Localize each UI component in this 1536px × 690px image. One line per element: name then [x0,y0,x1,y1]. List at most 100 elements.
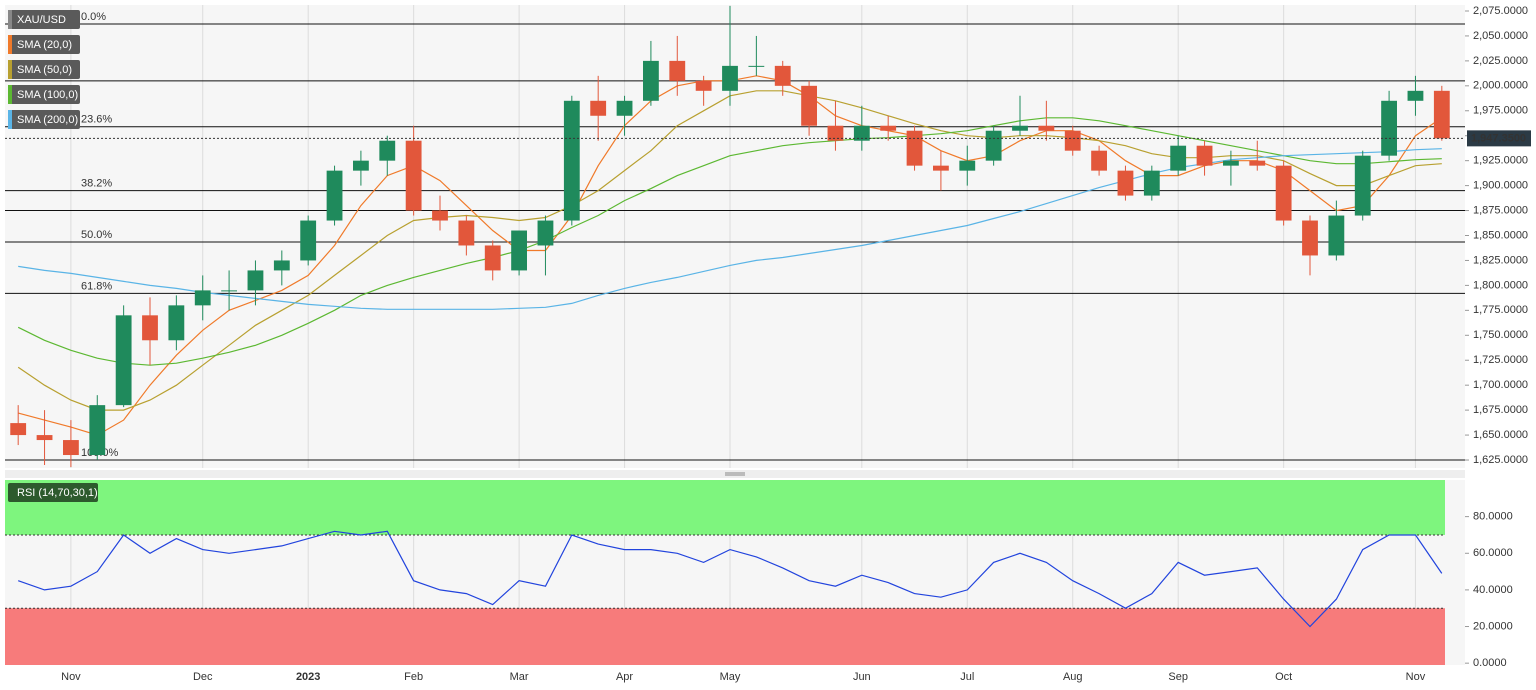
candle-body [853,125,870,141]
candle-body [722,65,738,91]
x-tick-label: Nov [1406,671,1426,683]
y-tick-label: 1,750.0000 [1473,329,1528,341]
candle-body [1354,155,1371,216]
y-tick-label: 0.0000 [1473,657,1507,669]
candle-body [933,165,949,171]
legend-box [8,35,80,54]
y-tick-label: 60.0000 [1473,547,1513,559]
legend-label: SMA (50,0) [17,64,72,76]
candle-body [985,130,1002,161]
legend-swatch [8,10,12,29]
candle-body [115,315,132,406]
y-tick-label: 2,000.0000 [1473,80,1528,92]
candle-body [537,220,554,246]
candle-body [326,170,343,221]
candle-body [432,210,448,221]
y-tick-label: 1,975.0000 [1473,105,1528,117]
x-tick-label: Feb [404,671,423,683]
x-tick-label: May [720,671,741,683]
candle-body [273,260,290,271]
candle-body [1381,100,1397,156]
legend-box [8,110,80,129]
candle-body [458,220,475,246]
candle-body [748,65,765,67]
y-tick-label: 1,850.0000 [1473,229,1528,241]
legend-box [8,85,80,104]
x-tick-label: Jul [960,671,974,683]
fib-label: 0.0% [81,11,106,23]
oversold-zone [5,608,1445,665]
candle-body [247,270,264,291]
candle-body [801,85,817,126]
candle-body [379,140,396,161]
candle-body [1196,145,1213,166]
rsi-line [18,530,1443,628]
y-tick-label: 20.0000 [1473,620,1513,632]
candle-body [959,160,976,171]
candle-body [1117,170,1134,196]
rsi-legend-box [8,483,98,502]
candle-body [906,130,923,166]
candle-body [1407,90,1424,101]
candle-body [1170,145,1187,171]
legend-label: XAU/USD [17,14,66,26]
candle-body [89,405,106,456]
candle-body [221,290,237,292]
y-tick-label: 1,800.0000 [1473,279,1528,291]
fib-label: 50.0% [81,229,112,241]
legend-swatch [8,85,12,104]
y-tick-label: 80.0000 [1473,511,1513,523]
x-tick-label: 2023 [296,671,320,683]
legend-swatch [8,35,12,54]
candle-body [1275,165,1292,221]
y-tick-label: 1,775.0000 [1473,304,1528,316]
candle-body [1038,125,1055,131]
fib-label: 61.8% [81,280,112,292]
y-tick-label: 1,700.0000 [1473,379,1528,391]
legend-swatch [8,60,12,79]
last-price-label: 1,947.3500 [1471,132,1526,144]
candle-body [563,100,580,221]
candle-body [1223,160,1239,166]
candle-body [774,65,791,86]
candle-body [1012,125,1028,131]
candle-body [590,100,607,116]
divider-handle[interactable] [725,472,745,476]
candle-body [63,440,79,456]
y-tick-label: 40.0000 [1473,584,1513,596]
y-tick-label: 1,650.0000 [1473,429,1528,441]
candle-body [10,423,27,436]
candle-body [1433,90,1450,139]
y-tick-label: 1,925.0000 [1473,155,1528,167]
rsi-legend-label: RSI (14,70,30,1) [17,487,98,499]
candle-body [1328,215,1345,256]
candle-body [353,160,369,171]
candle-body [880,125,897,131]
fib-label: 23.6% [81,114,112,126]
sma-line [17,117,1442,366]
x-tick-label: Dec [193,671,213,683]
y-tick-label: 2,025.0000 [1473,55,1528,67]
fib-label: 38.2% [81,178,112,190]
x-tick-label: Nov [61,671,81,683]
x-tick-label: Jun [853,671,871,683]
candle-body [168,305,185,341]
x-tick-label: Aug [1063,671,1083,683]
candle-body [669,60,686,81]
candle-body [300,220,317,261]
candle-body [695,80,712,91]
candle-body [1302,220,1318,256]
candle-body [484,245,501,271]
last-price-tag [1467,130,1531,147]
candle-body [511,230,527,271]
candle-body [827,125,844,141]
candle-body [36,435,53,441]
y-tick-label: 1,725.0000 [1473,354,1528,366]
candle-body [194,290,211,306]
candle-body [1091,150,1107,171]
overbought-zone [5,480,1445,535]
legend-label: SMA (200,0) [17,114,78,126]
y-tick-label: 1,825.0000 [1473,254,1528,266]
y-tick-label: 2,075.0000 [1473,5,1528,17]
